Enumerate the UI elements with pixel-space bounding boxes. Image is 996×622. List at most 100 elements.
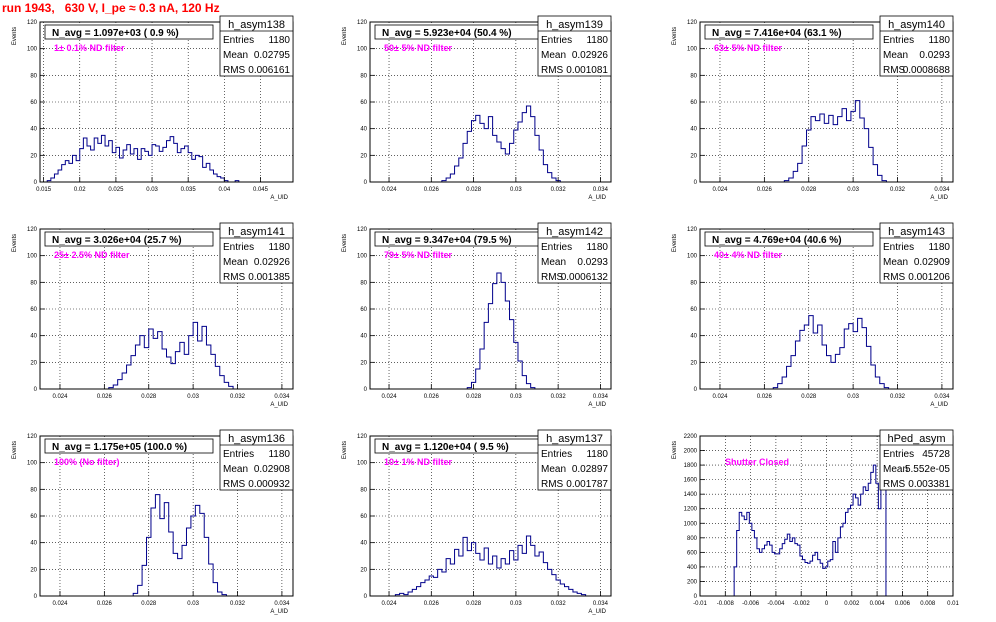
histogram-panel: -0.01 -0.008 -0.006 -0.004 -0.002 0 0.002 0.004…	[672, 429, 959, 607]
stats-key: Mean	[223, 50, 248, 61]
y-tick-label: 80	[360, 487, 367, 493]
y-tick-label: 0	[34, 594, 38, 600]
stats-box	[879, 15, 954, 77]
stats-value: 0.02908	[254, 464, 291, 475]
y-tick-label: 120	[27, 227, 38, 233]
x-tick-label: 0.008	[920, 601, 936, 607]
navg-label: N_avg = 1.175e+05 (100.0 %)	[52, 442, 187, 453]
x-tick-label: 0.015	[36, 187, 52, 193]
y-tick-label: 100	[27, 254, 38, 260]
x-tick-label: 0.034	[274, 601, 290, 607]
x-tick-label: 0.025	[108, 187, 124, 193]
stats-key: Mean	[883, 50, 908, 61]
y-tick-label: 80	[30, 73, 37, 79]
y-tick-label: 0	[694, 594, 698, 600]
histogram-line	[731, 450, 887, 597]
y-tick-label: 80	[360, 280, 367, 286]
stats-box	[537, 429, 612, 491]
y-tick-label: 1400	[684, 492, 698, 498]
y-tick-label: 800	[687, 536, 698, 542]
filter-label: 100% (No filter)	[54, 457, 120, 467]
x-tick-label: 0.032	[230, 601, 246, 607]
stats-key: Entries	[223, 35, 254, 46]
y-tick-label: 120	[27, 20, 38, 26]
histogram-name: h_asym142	[546, 226, 603, 238]
y-tick-label: 1000	[684, 521, 698, 527]
stats-key: Mean	[883, 464, 908, 475]
navg-label: N_avg = 4.769e+04 (40.6 %)	[712, 235, 842, 246]
histogram-name: h_asym143	[888, 226, 945, 238]
stats-value: 1180	[268, 242, 290, 253]
histogram-line	[40, 134, 240, 183]
y-tick-label: 20	[360, 567, 367, 573]
y-tick-label: 40	[690, 127, 697, 133]
histogram-line	[132, 494, 227, 596]
x-tick-label: 0.028	[466, 601, 482, 607]
x-tick-label: 0.03	[847, 394, 859, 400]
histogram-panel: 0.024 0.026 0.028 0.03 0.032 0.034 0 20 40 60 80 10…	[342, 222, 612, 408]
x-tick-label: 0.024	[52, 394, 68, 400]
y-tick-label: 80	[360, 73, 367, 79]
stats-value: 1180	[586, 449, 608, 460]
x-tick-label: 0.026	[424, 601, 440, 607]
stats-key: RMS	[883, 479, 906, 490]
x-tick-label: -0.008	[717, 601, 735, 607]
x-tick-label: 0.04	[218, 187, 230, 193]
x-axis-title: A_UID	[270, 195, 288, 201]
y-tick-label: 0	[34, 387, 38, 393]
stats-key: Entries	[883, 35, 914, 46]
histogram-panel: 0.015 0.02 0.025 0.03 0.035 0.04 0.045 0 20 40 60 8…	[12, 15, 294, 201]
stats-box	[219, 222, 294, 284]
x-tick-label: 0.032	[551, 187, 567, 193]
y-axis-title: Events	[672, 234, 678, 252]
x-tick-label: 0.01	[947, 601, 959, 607]
y-tick-label: 60	[690, 307, 697, 313]
x-tick-label: 0.028	[801, 394, 817, 400]
histogram-panel: 0.024 0.026 0.028 0.03 0.032 0.034 0 20 40 60 80 10…	[672, 222, 954, 408]
y-tick-label: 40	[360, 127, 367, 133]
y-tick-label: 0	[34, 180, 38, 186]
stats-box	[219, 429, 294, 491]
stats-value: 5.552e-05	[905, 464, 950, 475]
x-tick-label: 0.024	[382, 601, 398, 607]
y-tick-label: 40	[30, 334, 37, 340]
y-axis-title: Events	[342, 441, 348, 459]
x-tick-label: 0.034	[593, 187, 609, 193]
stats-value: 0.000932	[248, 479, 290, 490]
histogram-name: h_asym136	[228, 433, 285, 445]
y-tick-label: 60	[30, 100, 37, 106]
run-title: run 1943, 630 V, I_pe ≈ 0.3 nA, 120 Hz	[2, 1, 220, 15]
y-tick-label: 80	[690, 280, 697, 286]
histogram-name: h_asym141	[228, 226, 285, 238]
stats-box	[537, 15, 612, 77]
x-tick-label: 0.024	[382, 187, 398, 193]
x-tick-label: 0.03	[510, 601, 522, 607]
y-tick-label: 100	[27, 461, 38, 467]
y-tick-label: 100	[357, 461, 368, 467]
stats-key: RMS	[223, 65, 246, 76]
stats-value: 0.001081	[566, 65, 608, 76]
stats-value: 1180	[928, 35, 950, 46]
y-tick-label: 60	[360, 514, 367, 520]
x-tick-label: 0.03	[146, 187, 158, 193]
x-tick-label: 0.026	[424, 394, 440, 400]
x-tick-label: 0.032	[890, 394, 906, 400]
stats-value: 0.02909	[914, 257, 951, 268]
stats-value: 0.001206	[908, 272, 950, 283]
stats-value: 0.0006132	[561, 272, 609, 283]
navg-label: N_avg = 1.097e+03 ( 0.9 %)	[52, 28, 179, 39]
navg-label: N_avg = 9.347e+04 (79.5 %)	[382, 235, 512, 246]
stats-key: RMS	[223, 479, 246, 490]
filter-label: 63± 5% ND filter	[714, 43, 782, 53]
stats-value: 0.003381	[908, 479, 950, 490]
histogram-panel: 0.024 0.026 0.028 0.03 0.032 0.034 0 20 40 60 80 10…	[342, 15, 612, 201]
navg-box	[44, 231, 214, 247]
histogram-line	[783, 100, 887, 182]
x-tick-label: 0.032	[551, 394, 567, 400]
filter-label: 79± 5% ND filter	[384, 250, 452, 260]
y-tick-label: 0	[364, 387, 368, 393]
x-tick-label: 0.026	[757, 187, 773, 193]
y-axis-title: Events	[672, 27, 678, 45]
y-tick-label: 80	[30, 280, 37, 286]
